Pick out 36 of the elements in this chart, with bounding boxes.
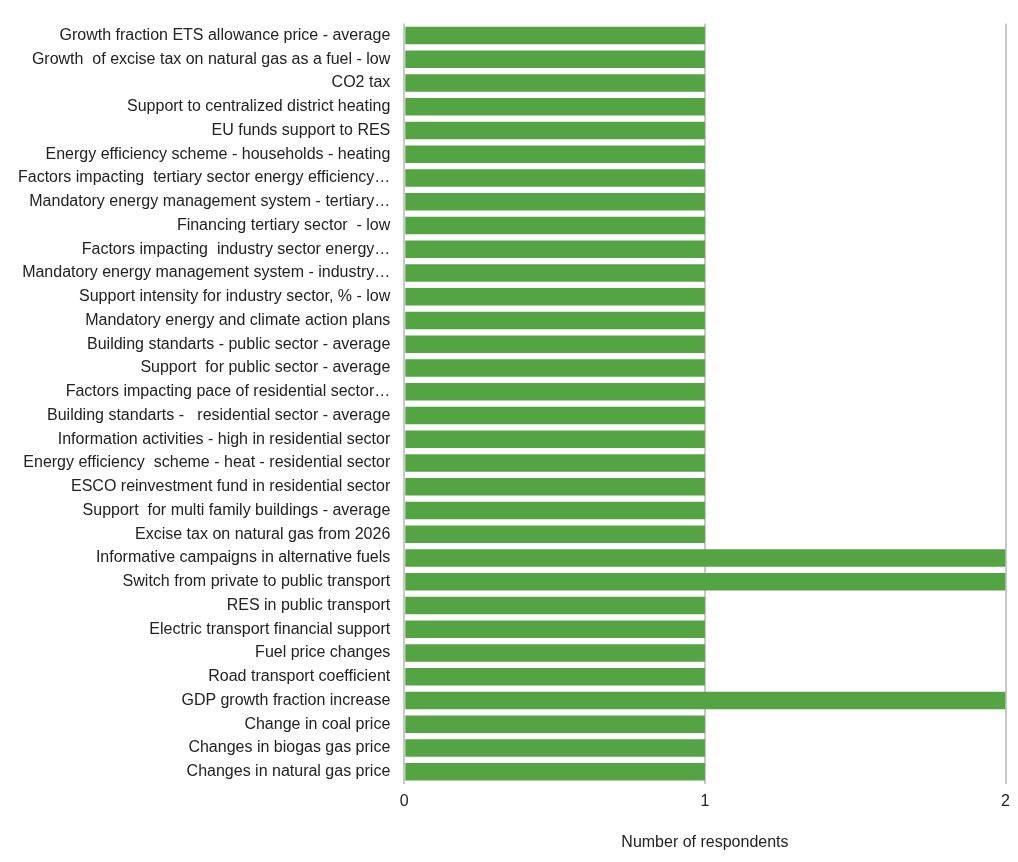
y-tick-label: Fuel price changes (255, 643, 391, 661)
y-tick-label: Change in coal price (244, 714, 391, 732)
y-tick-label: GDP growth fraction increase (181, 690, 391, 708)
y-tick-label: Growth of excise tax on natural gas as a fuel - low (31, 49, 391, 67)
y-tick-label: ESCO reinvestment fund in residential sector (71, 477, 391, 495)
y-tick-label: Support for public sector - average (140, 358, 391, 376)
y-tick-label: RES in public transport (226, 595, 391, 613)
y-tick-label: Changes in biogas gas price (188, 738, 391, 756)
y-tick-label: Building standarts - residential sector - average (47, 405, 391, 423)
y-tick-label: Electric transport financial support (149, 619, 391, 637)
y-tick-label: Road transport coefficient (208, 667, 391, 685)
y-tick-label: Support intensity for industry sector, % - low (79, 287, 391, 305)
y-tick-label: CO2 tax (331, 73, 391, 91)
y-tick-label: Support to centralized district heating (127, 97, 391, 115)
y-tick-label: Factors impacting industry sector energy… (81, 239, 391, 257)
y-tick-label: Information activities - high in residential sector (57, 429, 391, 447)
x-axis-title: Number of respondents (621, 832, 789, 850)
y-tick-label: Changes in natural gas price (186, 762, 391, 780)
y-tick-label: Factors impacting tertiary sector energy efficiency… (17, 168, 391, 186)
y-tick-label: Factors impacting pace of residential sector… (65, 382, 391, 400)
y-tick-label: Support for multi family buildings - average (82, 500, 391, 518)
x-tick-label: 0 (399, 791, 409, 809)
y-tick-label: Switch from private to public transport (122, 572, 391, 590)
y-tick-label: Growth fraction ETS allowance price - average (59, 25, 391, 43)
x-tick-label: 2 (1001, 791, 1011, 809)
y-tick-label: Energy efficiency scheme - households - heating (45, 144, 391, 162)
y-tick-label: EU funds support to RES (211, 120, 391, 138)
y-tick-label: Excise tax on natural gas from 2026 (135, 524, 391, 542)
x-tick-label: 1 (700, 791, 710, 809)
y-tick-label: Mandatory energy management system - tertiary… (29, 192, 391, 210)
y-tick-label: Mandatory energy and climate action plans (85, 310, 391, 328)
y-tick-label: Energy efficiency scheme - heat - residential sector (23, 453, 391, 471)
y-tick-label: Informative campaigns in alternative fuels (95, 548, 391, 566)
y-tick-label: Building standarts - public sector - average (87, 334, 391, 352)
y-tick-label: Financing tertiary sector - low (176, 215, 391, 233)
y-tick-label: Mandatory energy management system - industry… (22, 263, 391, 281)
